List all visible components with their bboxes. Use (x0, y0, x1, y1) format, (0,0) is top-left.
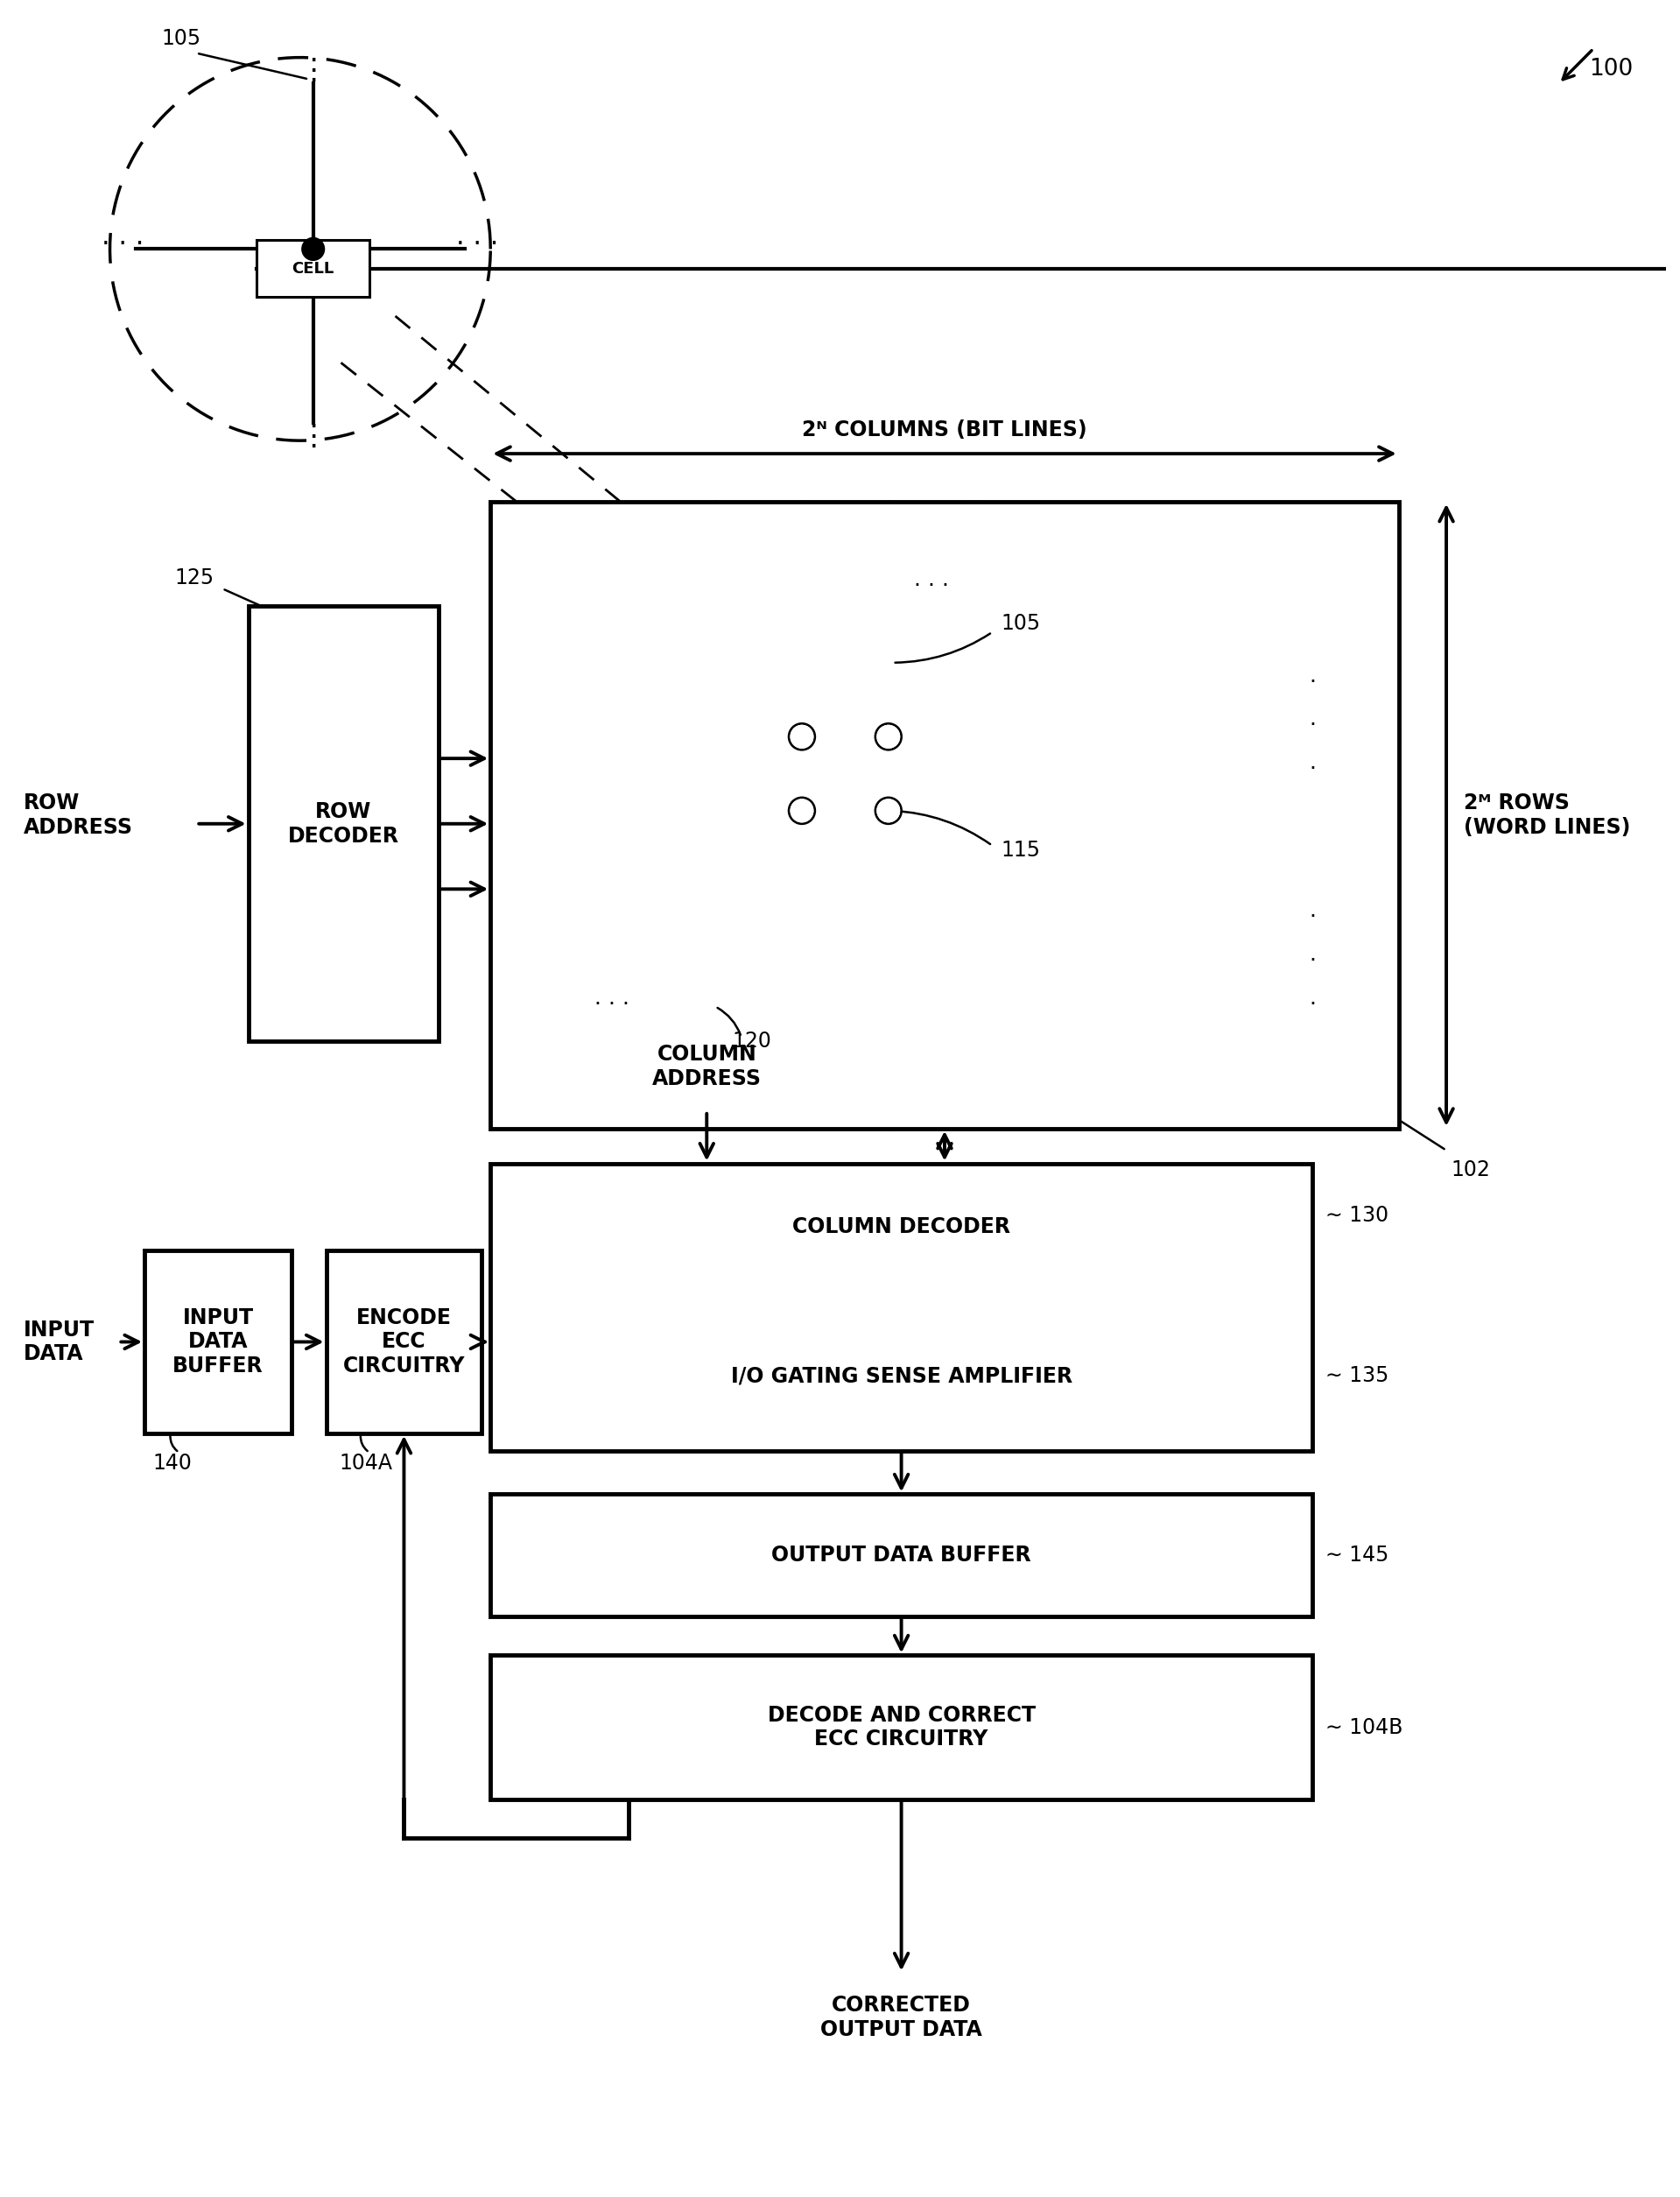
Text: ∼ 145: ∼ 145 (1326, 1544, 1389, 1566)
Text: 102: 102 (1450, 1160, 1490, 1180)
Text: OUTPUT DATA BUFFER: OUTPUT DATA BUFFER (771, 1544, 1032, 1566)
Circle shape (877, 725, 899, 747)
Text: 115: 115 (1001, 839, 1040, 861)
Text: I/O GATING SENSE AMPLIFIER: I/O GATING SENSE AMPLIFIER (731, 1367, 1072, 1386)
Bar (144, 1250, 292, 1432)
Text: DECODE AND CORRECT
ECC CIRCUITRY: DECODE AND CORRECT ECC CIRCUITRY (768, 1705, 1035, 1749)
Text: .: . (1309, 901, 1315, 921)
Text: 2ᴹ ROWS
(WORD LINES): 2ᴹ ROWS (WORD LINES) (1463, 793, 1630, 837)
Text: 104A: 104A (339, 1452, 393, 1474)
Text: .: . (1309, 710, 1315, 729)
Text: .: . (1309, 986, 1315, 1008)
Text: 105: 105 (1001, 613, 1040, 635)
Text: . . .: . . . (914, 569, 949, 591)
Text: ∼ 130: ∼ 130 (1326, 1204, 1388, 1226)
Text: 105: 105 (161, 29, 202, 48)
Text: ROW
DECODER: ROW DECODER (287, 802, 400, 846)
Text: INPUT
DATA
BUFFER: INPUT DATA BUFFER (173, 1307, 264, 1378)
Circle shape (877, 800, 899, 822)
Circle shape (791, 725, 813, 747)
Bar (257, 239, 370, 297)
Text: ⋮: ⋮ (299, 422, 328, 450)
Bar (491, 1654, 1312, 1799)
Text: ⋮: ⋮ (299, 57, 328, 86)
Text: COLUMN
ADDRESS: COLUMN ADDRESS (652, 1044, 761, 1090)
Bar (491, 1494, 1312, 1617)
Text: CELL: CELL (292, 261, 334, 277)
Bar (249, 606, 438, 1041)
Text: ROW
ADDRESS: ROW ADDRESS (24, 793, 133, 837)
Text: .: . (1309, 751, 1315, 773)
Text: ∼ 135: ∼ 135 (1326, 1367, 1389, 1386)
Circle shape (791, 800, 813, 822)
Text: 125: 125 (175, 567, 213, 589)
Text: 2ᴺ COLUMNS (BIT LINES): 2ᴺ COLUMNS (BIT LINES) (801, 420, 1087, 442)
Bar (326, 1250, 482, 1432)
Text: · · ·: · · · (457, 233, 499, 257)
Text: INPUT
DATA: INPUT DATA (24, 1318, 94, 1364)
Bar (491, 501, 1399, 1129)
Text: ENCODE
ECC
CIRCUITRY: ENCODE ECC CIRCUITRY (343, 1307, 465, 1378)
Text: .: . (1309, 666, 1315, 685)
Text: 100: 100 (1589, 57, 1633, 81)
Text: 140: 140 (153, 1452, 193, 1474)
Circle shape (302, 237, 324, 261)
Text: ∼ 104B: ∼ 104B (1326, 1716, 1403, 1738)
Bar (491, 1164, 1312, 1450)
Text: · · ·: · · · (102, 233, 144, 257)
Text: 120: 120 (732, 1030, 773, 1052)
Text: COLUMN DECODER: COLUMN DECODER (793, 1217, 1010, 1237)
Text: .: . (1309, 945, 1315, 964)
Text: CORRECTED
OUTPUT DATA: CORRECTED OUTPUT DATA (820, 1995, 983, 2041)
Text: . . .: . . . (595, 986, 628, 1008)
